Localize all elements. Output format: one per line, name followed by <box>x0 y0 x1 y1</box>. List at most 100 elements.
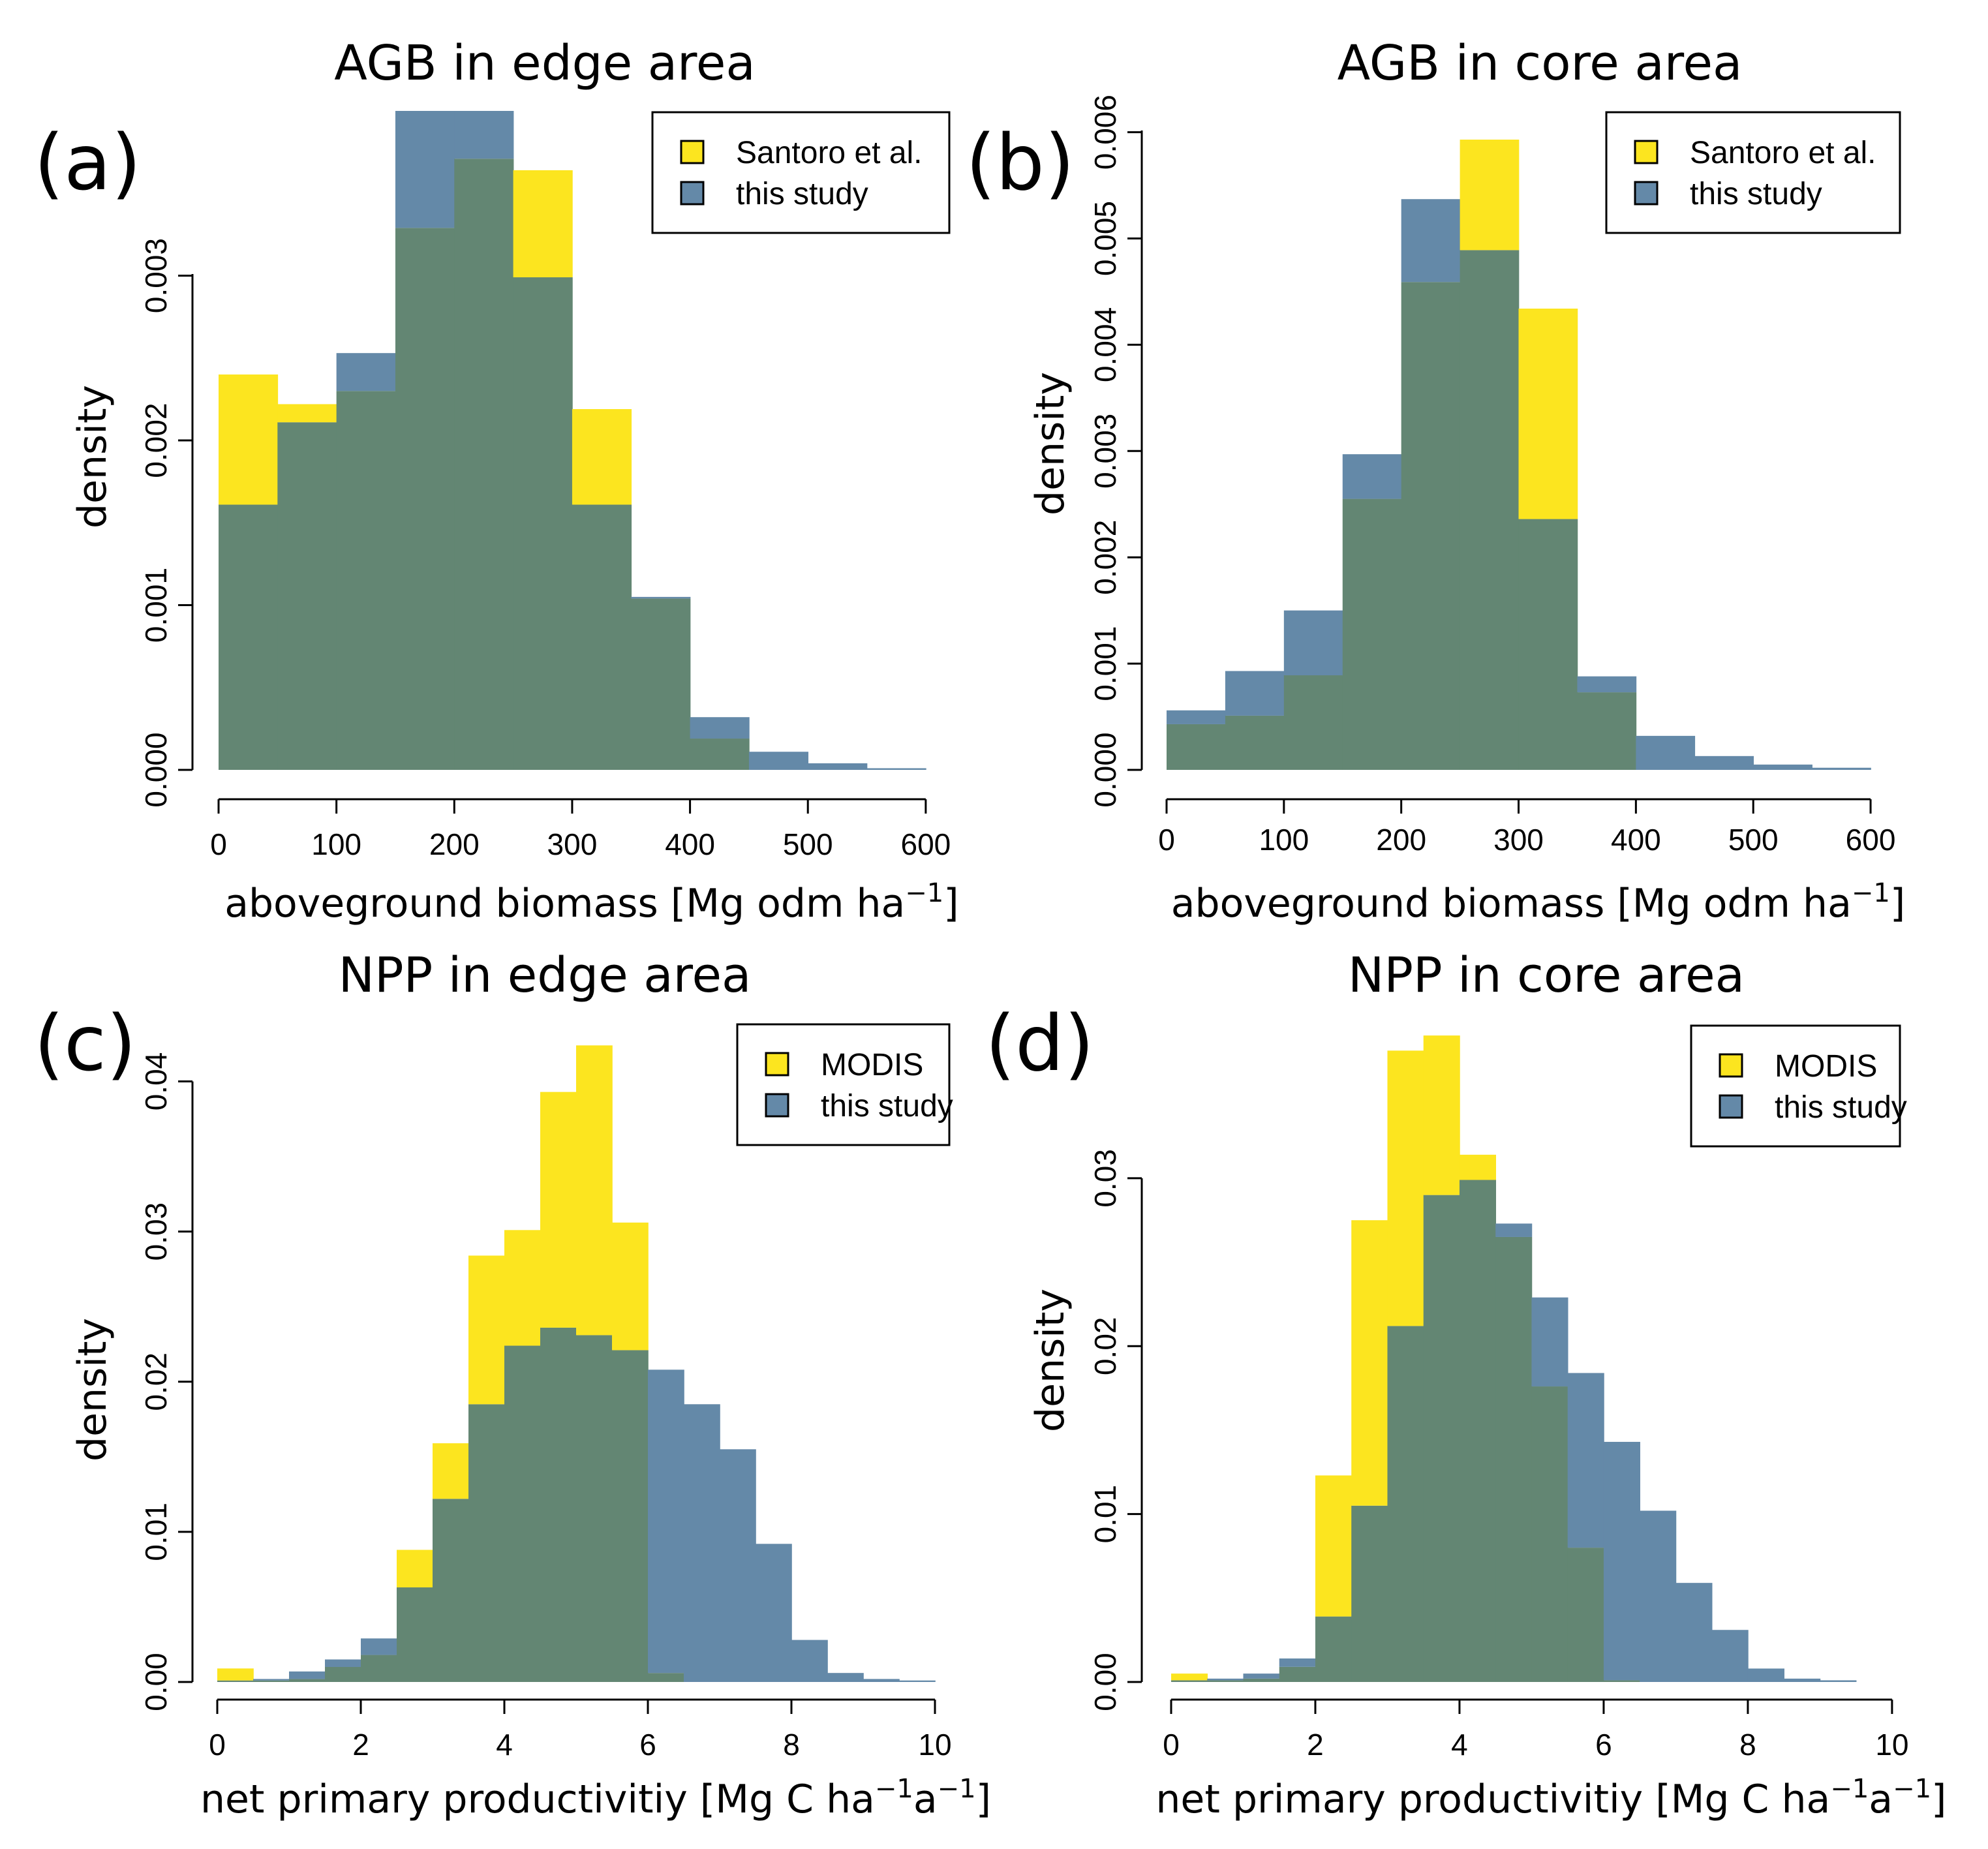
bar-this-study <box>631 596 691 599</box>
bar-this-study <box>684 1404 720 1682</box>
bar-this-study <box>1812 767 1871 770</box>
bar-overlap <box>1401 282 1461 771</box>
bar-this-study <box>336 353 396 391</box>
legend-entry: this study <box>736 177 868 211</box>
x-axis-label: net primary productivitiy [Mg C ha−1a−1] <box>200 1774 991 1822</box>
bar-overlap <box>1495 1236 1533 1682</box>
bar-modis <box>433 1443 469 1499</box>
x-tick-label: 500 <box>1728 823 1779 857</box>
y-tick-label: 0.003 <box>1088 414 1122 489</box>
bar-overlap <box>336 391 396 770</box>
y-tick-label: 0.02 <box>1088 1317 1122 1375</box>
x-tick-label: 4 <box>496 1728 513 1762</box>
bar-overlap <box>1567 1548 1604 1682</box>
bar-overlap <box>1171 1680 1208 1682</box>
bar-modis <box>468 1255 505 1405</box>
bar-santoro-et-al- <box>219 374 279 505</box>
y-tick-label: 0.001 <box>139 568 173 643</box>
bar-overlap <box>325 1666 361 1682</box>
bar-this-study <box>866 768 926 770</box>
legend-swatch <box>680 181 705 206</box>
y-tick-label: 0.02 <box>139 1352 173 1411</box>
y-axis-label: density <box>1028 1289 1073 1432</box>
legend-swatch <box>1634 140 1659 164</box>
y-axis-label: density <box>70 1318 115 1461</box>
bar-overlap <box>277 422 337 770</box>
bar-this-study <box>863 1679 900 1682</box>
bar-this-study <box>1694 756 1754 770</box>
x-axis-label: net primary productivitiy [Mg C ha−1a−1] <box>1155 1774 1946 1822</box>
bar-modis <box>1459 1154 1497 1180</box>
bar-overlap <box>361 1655 397 1682</box>
bar-santoro-et-al- <box>1518 309 1578 519</box>
bar-overlap <box>289 1679 326 1682</box>
bar-overlap <box>1387 1326 1424 1682</box>
bar-this-study <box>1225 671 1285 716</box>
legend-entry: this study <box>821 1089 953 1123</box>
bar-this-study <box>253 1679 290 1681</box>
legend: MODIS this study <box>1690 1024 1907 1148</box>
bar-santoro-et-al- <box>572 409 632 505</box>
bar-this-study <box>1207 1678 1244 1681</box>
bar-this-study <box>1640 1510 1677 1682</box>
bar-modis <box>504 1230 541 1346</box>
bar-this-study <box>720 1449 756 1682</box>
bar-overlap <box>1603 1680 1640 1682</box>
legend-swatch <box>680 140 705 164</box>
bar-overlap <box>612 1350 649 1682</box>
bar-this-study <box>1243 1673 1280 1679</box>
bar-overlap <box>690 739 750 770</box>
bar-overlap <box>1459 1180 1497 1682</box>
x-tick-label: 2 <box>352 1728 369 1762</box>
chart-title: NPP in edge area <box>339 947 752 1003</box>
bar-overlap <box>1207 1680 1244 1682</box>
legend-swatch <box>765 1052 789 1077</box>
bar-overlap <box>217 1680 254 1682</box>
bar-this-study <box>1342 454 1402 499</box>
chart-panel-1: 0.000 0.001 0.002 0.003 0 100 200 300 400 500 600 A… <box>34 35 959 926</box>
y-axis-label: density <box>70 385 115 528</box>
bar-overlap <box>1518 519 1578 770</box>
bar-this-study <box>1283 610 1343 676</box>
x-tick-label: 4 <box>1451 1728 1468 1762</box>
x-tick-label: 300 <box>547 827 598 861</box>
bar-overlap <box>504 1345 541 1682</box>
x-tick-label: 6 <box>1595 1728 1612 1762</box>
bar-this-study <box>791 1640 828 1682</box>
x-tick-label: 500 <box>783 827 833 861</box>
bar-modis <box>1387 1050 1424 1326</box>
bar-santoro-et-al- <box>1460 139 1520 251</box>
bar-overlap <box>513 277 573 770</box>
x-tick-label: 400 <box>1611 823 1661 857</box>
bar-overlap <box>468 1404 505 1682</box>
y-tick-label: 0.00 <box>139 1653 173 1711</box>
y-tick-label: 0.006 <box>1088 95 1122 170</box>
bar-this-study <box>1531 1297 1568 1387</box>
legend: Santoro et al. this study <box>1605 111 1901 234</box>
x-tick-label: 600 <box>1846 823 1896 857</box>
x-axis-label: aboveground biomass [Mg odm ha−1] <box>1171 878 1905 926</box>
bar-modis <box>612 1222 649 1351</box>
bar-this-study <box>1577 676 1637 693</box>
bar-overlap <box>454 159 514 771</box>
bar-this-study <box>756 1544 792 1682</box>
bar-this-study <box>395 111 455 228</box>
legend-entry: Santoro et al. <box>1690 136 1876 170</box>
legend-entry: Santoro et al. <box>736 136 923 170</box>
bar-overlap <box>1531 1386 1568 1682</box>
bar-this-study <box>454 111 514 159</box>
y-tick-label: 0.001 <box>1088 626 1122 701</box>
bar-this-study <box>1567 1373 1604 1548</box>
y-tick-label: 0.03 <box>1088 1149 1122 1208</box>
bar-this-study <box>1675 1583 1713 1682</box>
bar-this-study <box>325 1659 361 1667</box>
x-tick-label: 400 <box>665 827 715 861</box>
x-tick-label: 200 <box>429 827 480 861</box>
y-tick-label: 0.002 <box>139 403 173 478</box>
panel-letter: (c) <box>34 998 136 1088</box>
y-tick-label: 0.002 <box>1088 520 1122 595</box>
bar-overlap <box>1167 724 1226 770</box>
bar-modis <box>397 1550 433 1588</box>
x-tick-label: 10 <box>918 1728 951 1762</box>
